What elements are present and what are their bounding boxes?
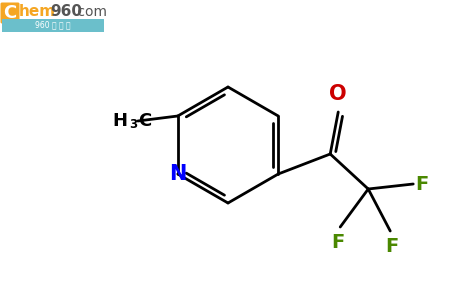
Text: O: O	[329, 84, 347, 104]
Text: C: C	[138, 112, 151, 130]
Text: 3: 3	[129, 118, 137, 132]
FancyBboxPatch shape	[0, 3, 19, 23]
FancyBboxPatch shape	[2, 19, 104, 32]
Text: H: H	[113, 112, 128, 130]
Text: C: C	[3, 4, 17, 22]
Text: F: F	[386, 237, 399, 256]
Text: F: F	[332, 233, 345, 252]
Text: 960 化 工 网: 960 化 工 网	[35, 21, 71, 30]
Text: N: N	[169, 164, 186, 184]
Text: F: F	[415, 175, 428, 193]
Text: .com: .com	[74, 5, 108, 19]
Text: hem: hem	[19, 4, 56, 20]
Text: 960: 960	[50, 4, 82, 20]
